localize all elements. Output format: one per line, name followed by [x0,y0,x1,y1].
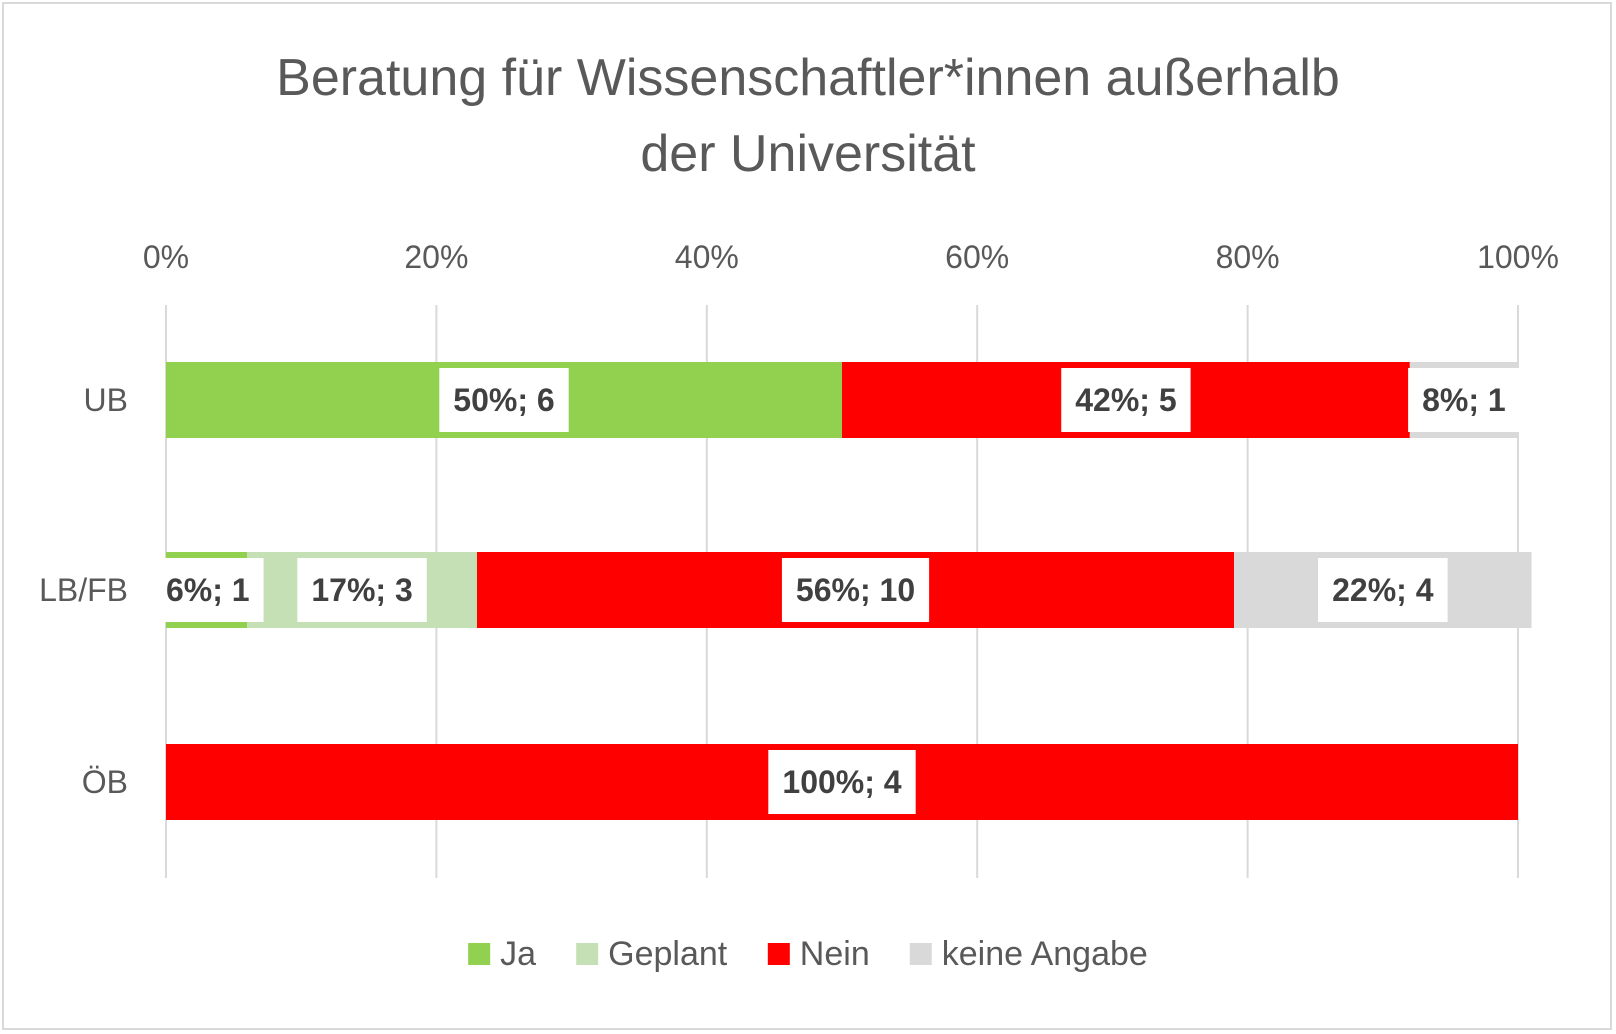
data-labels: 50%; 6 42%; 5 8%; 1 6%; 1 17%; 3 56%; 10 22%; … [152,368,1520,814]
category-label: UB [84,382,128,418]
legend-label: keine Angabe [942,935,1148,973]
legend-swatch [576,943,599,965]
x-tick-label: 100% [1477,239,1559,275]
legend-label: Nein [800,935,870,973]
legend-item: Ja [468,935,536,973]
legend: Ja Geplant Nein keine Angabe [468,935,1148,973]
category-label: LB/FB [39,572,128,608]
data-label-text: 56%; 10 [796,572,915,608]
legend-label: Geplant [608,935,728,973]
y-axis-categories: UB LB/FB ÖB [39,382,128,800]
data-label-text: 8%; 1 [1422,382,1506,418]
category-label: ÖB [82,764,128,800]
data-label-box [439,368,569,432]
data-label-box [781,558,930,622]
legend-swatch [909,943,932,965]
x-tick-label: 20% [404,239,468,275]
data-label: 50%; 6 [439,368,569,432]
data-label-text: 17%; 3 [311,572,412,608]
x-tick-label: 40% [675,239,739,275]
data-label: 8%; 1 [1408,368,1520,432]
data-label-text: 100%; 4 [782,764,901,800]
legend-swatch [468,943,491,965]
x-tick-label: 0% [143,239,189,275]
legend-item: Geplant [576,935,728,973]
data-label-text: 6%; 1 [166,572,250,608]
data-label-box [1318,558,1448,622]
data-label-box [1408,368,1520,432]
data-label: 100%; 4 [768,750,916,814]
data-label: 56%; 10 [781,558,930,622]
legend-item: keine Angabe [909,935,1148,973]
data-label-box [297,558,427,622]
data-label: 22%; 4 [1318,558,1448,622]
data-label-box [768,750,916,814]
chart-title-line-2: der Universität [640,125,976,183]
chart-title-line-1: Beratung für Wissenschaftler*innen außer… [276,49,1340,107]
legend-item: Nein [767,935,870,973]
data-label: 6%; 1 [152,558,264,622]
data-label-text: 42%; 5 [1075,382,1176,418]
x-tick-label: 80% [1216,239,1280,275]
data-label: 42%; 5 [1061,368,1191,432]
x-axis-ticks: 0% 20% 40% 60% 80% 100% [143,239,1559,275]
data-label: 17%; 3 [297,558,427,622]
data-label-box [1061,368,1191,432]
x-tick-label: 60% [945,239,1009,275]
legend-label: Ja [500,935,536,973]
data-label-text: 50%; 6 [453,382,554,418]
data-label-box [152,558,264,622]
legend-swatch [767,943,790,965]
data-label-text: 22%; 4 [1332,572,1434,608]
